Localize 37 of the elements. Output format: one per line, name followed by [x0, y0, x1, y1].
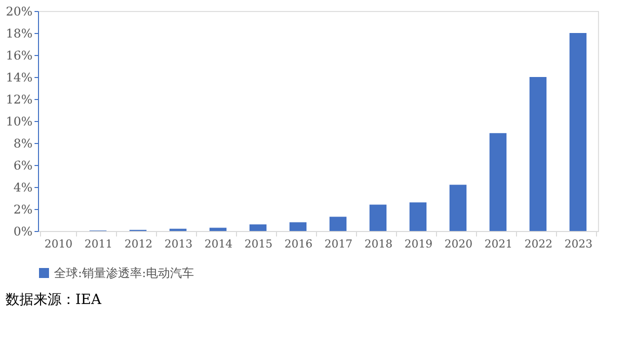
x-tick-label: 2015: [244, 238, 272, 250]
bar: [410, 202, 426, 231]
bar: [570, 33, 586, 231]
bar: [530, 77, 546, 231]
x-tick-label: 2020: [444, 238, 472, 250]
bar: [250, 224, 266, 231]
source-note: 数据来源：IEA: [5, 292, 102, 308]
y-tick-label: 20%: [6, 4, 32, 18]
y-tick-label: 14%: [6, 70, 32, 84]
y-tick-label: 10%: [6, 114, 32, 128]
bar: [450, 184, 466, 231]
bar: [330, 216, 346, 231]
bar: [370, 204, 386, 231]
x-tick-label: 2018: [364, 238, 392, 250]
x-tick-label: 2021: [484, 238, 512, 250]
x-tick-label: 2012: [124, 238, 152, 250]
y-tick-label: 18%: [6, 26, 32, 40]
x-tick-label: 2013: [164, 238, 192, 250]
x-tick-label: 2022: [524, 238, 552, 250]
x-tick-label: 2017: [324, 238, 352, 250]
x-tick-label: 2023: [564, 238, 592, 250]
y-tick-label: 8%: [13, 136, 32, 150]
y-tick-label: 2%: [13, 202, 32, 216]
y-tick-label: 6%: [13, 158, 32, 172]
bar: [490, 133, 506, 231]
x-tick-label: 2019: [404, 238, 432, 250]
x-tick-label: 2010: [44, 238, 72, 250]
y-tick-label: 0%: [13, 224, 32, 238]
bar: [290, 222, 306, 231]
x-tick-label: 2016: [284, 238, 312, 250]
bar: [210, 228, 226, 231]
legend-label: 全球:销量渗透率:电动汽车: [54, 266, 194, 280]
y-tick-label: 12%: [6, 92, 32, 106]
y-tick-label: 16%: [6, 48, 32, 62]
y-tick-label: 4%: [13, 180, 32, 194]
x-tick-label: 2014: [204, 238, 232, 250]
x-tick-label: 2011: [84, 238, 112, 250]
